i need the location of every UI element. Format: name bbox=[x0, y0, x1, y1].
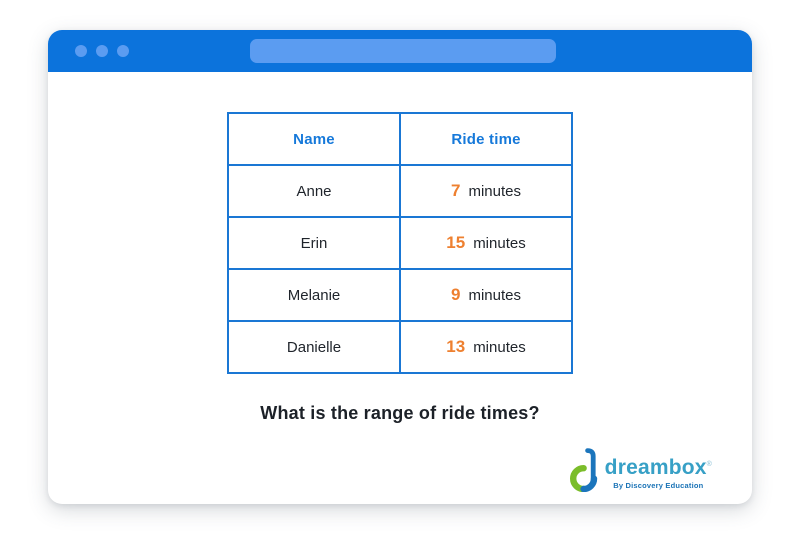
time-cell: 15 minutes bbox=[399, 216, 573, 270]
table-header-row: Name Ride time bbox=[227, 112, 573, 166]
name-cell: Erin bbox=[227, 216, 401, 270]
dreambox-d-icon bbox=[569, 448, 597, 492]
browser-window: Name Ride time Anne 7 minutes Erin 15 minu… bbox=[48, 30, 752, 504]
time-value: 15 bbox=[446, 233, 466, 252]
time-value: 7 bbox=[451, 181, 461, 200]
time-value: 13 bbox=[446, 337, 466, 356]
window-control-dot-icon[interactable] bbox=[75, 45, 87, 57]
column-header-ride-time: Ride time bbox=[399, 112, 573, 166]
time-value: 9 bbox=[451, 285, 461, 304]
column-header-name: Name bbox=[227, 112, 401, 166]
time-cell: 9 minutes bbox=[399, 268, 573, 322]
table-row: Erin 15 minutes bbox=[227, 216, 573, 270]
table-row: Danielle 13 minutes bbox=[227, 320, 573, 374]
question-text: What is the range of ride times? bbox=[260, 403, 540, 423]
ride-time-table: Name Ride time Anne 7 minutes Erin 15 minu… bbox=[227, 112, 573, 374]
logo-text-block: dreambox® By Discovery Education bbox=[605, 457, 712, 492]
window-titlebar bbox=[48, 30, 752, 72]
address-bar-input[interactable] bbox=[250, 39, 556, 63]
time-unit: minutes bbox=[473, 235, 526, 252]
window-controls bbox=[75, 30, 129, 72]
name-cell: Danielle bbox=[227, 320, 401, 374]
time-cell: 7 minutes bbox=[399, 164, 573, 218]
dreambox-logo: dreambox® By Discovery Education bbox=[569, 446, 712, 492]
window-control-dot-icon[interactable] bbox=[96, 45, 108, 57]
logo-brand-name: dreambox® bbox=[604, 456, 712, 479]
registered-mark: ® bbox=[706, 461, 712, 468]
logo-tagline: By Discovery Education bbox=[613, 481, 704, 490]
time-unit: minutes bbox=[468, 183, 521, 200]
name-cell: Anne bbox=[227, 164, 401, 218]
time-cell: 13 minutes bbox=[399, 320, 573, 374]
window-control-dot-icon[interactable] bbox=[117, 45, 129, 57]
time-unit: minutes bbox=[468, 287, 521, 304]
table-row: Anne 7 minutes bbox=[227, 164, 573, 218]
table-row: Melanie 9 minutes bbox=[227, 268, 573, 322]
time-unit: minutes bbox=[473, 339, 526, 356]
name-cell: Melanie bbox=[227, 268, 401, 322]
